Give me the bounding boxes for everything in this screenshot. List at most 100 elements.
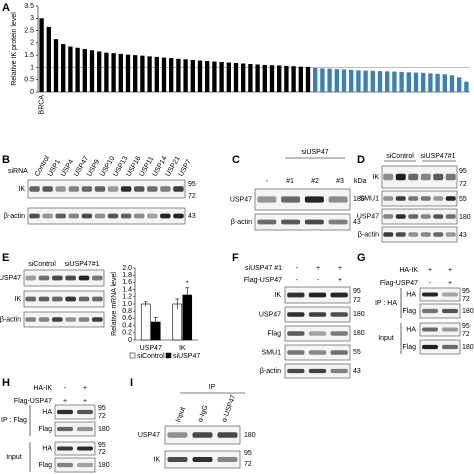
marker: 72 — [353, 297, 361, 304]
row-label: IK — [14, 296, 21, 303]
band — [395, 214, 406, 219]
lane-label: α-USP47 — [221, 394, 237, 423]
condition-sign: - — [64, 385, 67, 392]
bar — [140, 55, 145, 92]
y-tick-label: 0.5 — [24, 77, 34, 84]
bar — [255, 64, 260, 92]
condition-label: Flag-USP47 — [14, 398, 52, 405]
band — [308, 368, 327, 374]
y-tick-label: 1.4 — [122, 286, 132, 293]
band — [308, 350, 327, 355]
row-label: β-actin — [358, 231, 379, 238]
y-axis-label: Relative mRNA level — [111, 272, 118, 336]
band — [445, 196, 456, 201]
section-label: Input — [6, 454, 22, 461]
section-label: Input — [378, 335, 394, 342]
section-label: IP : Flag — [1, 417, 27, 424]
condition-sign: + — [83, 398, 87, 405]
bar — [125, 54, 131, 92]
band — [42, 213, 53, 219]
band — [422, 308, 438, 314]
blot — [419, 303, 461, 319]
band — [52, 296, 63, 302]
y-tick-label: 2.0 — [122, 265, 132, 272]
band — [81, 186, 93, 192]
panel-letter: B — [2, 154, 10, 166]
band — [77, 409, 93, 415]
panel-letter: H — [2, 377, 10, 389]
y-tick-label: 0.2 — [122, 330, 132, 337]
marker: 72 — [98, 449, 106, 456]
marker: 95 — [98, 442, 106, 449]
band — [395, 196, 406, 201]
band — [57, 462, 73, 468]
bar — [197, 60, 203, 92]
band — [52, 275, 63, 281]
bar — [161, 57, 167, 92]
blot — [23, 311, 105, 328]
blot — [381, 165, 458, 189]
marker: 180 — [459, 214, 471, 221]
row-label: β-actin — [231, 219, 252, 226]
bar — [97, 51, 102, 92]
marker: 180 — [353, 196, 365, 203]
band — [65, 296, 76, 302]
bar — [341, 69, 347, 92]
band — [92, 275, 103, 281]
band — [408, 214, 419, 219]
bar — [428, 73, 433, 92]
marker: 95 — [459, 168, 467, 175]
bar — [370, 70, 375, 92]
band — [330, 350, 348, 355]
band — [330, 292, 348, 298]
band — [420, 173, 431, 181]
bar — [349, 69, 354, 92]
band — [257, 219, 277, 225]
group-label: siUSP47#1 — [64, 261, 99, 268]
band — [92, 296, 103, 302]
bar — [39, 18, 44, 93]
marker: 180 — [353, 311, 365, 318]
blot — [54, 404, 96, 420]
band — [78, 296, 90, 302]
condition-label: HA-IK — [33, 385, 52, 392]
x-tick-label: IK — [179, 345, 186, 352]
marker: 55 — [353, 349, 361, 356]
row-label: β-actin — [4, 213, 25, 220]
y-tick-label: 0 — [30, 89, 34, 96]
band — [383, 214, 394, 219]
lane-label: #1 — [286, 178, 294, 185]
bar — [399, 71, 404, 92]
x-tick-label: USP47 — [140, 345, 162, 352]
band — [442, 308, 458, 314]
panel-letter: G — [357, 252, 366, 264]
band — [38, 317, 50, 322]
bar — [406, 72, 411, 92]
blot — [254, 213, 351, 231]
bar — [320, 68, 325, 92]
band — [29, 213, 40, 219]
band — [25, 317, 36, 322]
band — [257, 196, 277, 203]
band — [107, 213, 119, 219]
band — [408, 196, 419, 201]
band — [25, 296, 36, 302]
marker: 43 — [353, 368, 361, 375]
band — [330, 312, 348, 317]
section-label: IP : HA — [375, 300, 397, 307]
band — [304, 196, 324, 203]
marker: 95 — [462, 323, 470, 330]
band — [281, 219, 301, 225]
band — [120, 213, 132, 219]
panel-letter: F — [232, 252, 239, 264]
marker: 95 — [244, 450, 252, 457]
band — [133, 186, 145, 192]
band — [395, 232, 406, 237]
band — [160, 186, 171, 192]
band — [94, 213, 106, 219]
band — [81, 213, 93, 219]
band — [77, 462, 93, 468]
band — [308, 331, 327, 336]
bar — [298, 66, 303, 92]
